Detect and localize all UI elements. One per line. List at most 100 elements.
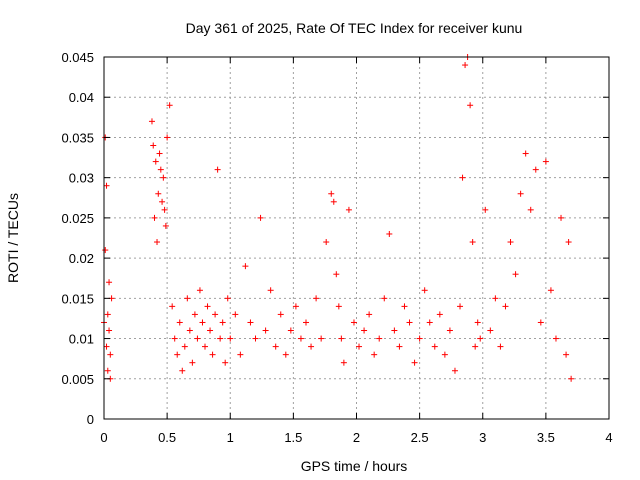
x-tick-label: 2 [353, 430, 360, 445]
data-point [277, 311, 284, 318]
data-point [558, 214, 565, 221]
data-point [391, 327, 398, 334]
data-point [199, 319, 206, 326]
data-point [330, 198, 337, 205]
data-point [267, 287, 274, 294]
data-point [416, 335, 423, 342]
data-point [292, 303, 299, 310]
data-point [214, 166, 221, 173]
data-point [459, 174, 466, 181]
data-point [406, 319, 413, 326]
data-point [308, 343, 315, 350]
y-tick-label: 0.045 [61, 50, 94, 65]
data-point [340, 359, 347, 366]
y-tick-label: 0.04 [69, 90, 94, 105]
data-point [169, 303, 176, 310]
data-point [472, 343, 479, 350]
data-point [426, 319, 433, 326]
data-point [181, 343, 188, 350]
y-tick-label: 0.01 [69, 332, 94, 347]
data-point [436, 311, 443, 318]
data-point [150, 142, 157, 149]
data-point [106, 327, 113, 334]
data-point [547, 287, 554, 294]
data-point [162, 222, 169, 229]
data-point [451, 367, 458, 374]
data-point [381, 295, 388, 302]
data-point [212, 311, 219, 318]
data-point [174, 351, 181, 358]
data-point [184, 295, 191, 302]
data-point [469, 239, 476, 246]
y-tick-label: 0.03 [69, 171, 94, 186]
y-tick-label: 0.005 [61, 372, 94, 387]
x-tick-label: 1.5 [284, 430, 302, 445]
data-point [542, 158, 549, 165]
data-point [202, 343, 208, 350]
data-point [151, 214, 158, 221]
data-point [154, 239, 161, 246]
data-point [152, 158, 159, 165]
data-point [157, 166, 164, 173]
data-point [107, 351, 114, 358]
data-point [148, 118, 155, 125]
data-point [186, 327, 193, 334]
data-point [257, 214, 264, 221]
data-point [103, 343, 110, 350]
data-point [565, 239, 572, 246]
data-point [517, 190, 524, 197]
data-point [242, 263, 249, 270]
data-point [209, 351, 216, 358]
data-point [328, 190, 335, 197]
data-point [338, 335, 345, 342]
x-axis-label: GPS time / hours [301, 458, 408, 474]
data-point [492, 295, 499, 302]
y-tick-label: 0.015 [61, 291, 94, 306]
data-point [176, 319, 183, 326]
data-point [537, 319, 544, 326]
data-point [318, 335, 325, 342]
data-point [204, 303, 211, 310]
data-point [161, 206, 168, 213]
data-point [282, 351, 289, 358]
data-point [262, 327, 269, 334]
data-point [287, 327, 294, 334]
data-point [431, 343, 438, 350]
data-point [156, 150, 163, 157]
data-point [350, 319, 357, 326]
data-point [224, 295, 231, 302]
data-point [411, 359, 418, 366]
data-point [401, 303, 408, 310]
data-point [247, 319, 254, 326]
data-point [462, 62, 469, 69]
data-point [361, 327, 368, 334]
data-point [552, 335, 559, 342]
data-point [507, 239, 514, 246]
data-point [386, 230, 393, 237]
data-point [166, 102, 173, 109]
y-tick-label: 0 [87, 412, 94, 427]
x-tick-label: 0.5 [158, 430, 176, 445]
data-point [335, 303, 342, 310]
x-tick-label: 3 [479, 430, 486, 445]
data-point [333, 271, 340, 278]
data-point [227, 335, 234, 342]
data-point [252, 335, 259, 342]
y-tick-label: 0.02 [69, 251, 94, 266]
data-point [222, 359, 229, 366]
data-point [179, 367, 186, 374]
data-point [272, 343, 279, 350]
data-point [313, 295, 320, 302]
data-point [323, 239, 330, 246]
data-point [457, 303, 464, 310]
x-tick-label: 0 [100, 430, 107, 445]
data-point [104, 367, 111, 374]
data-point [446, 327, 453, 334]
x-tick-label: 3.5 [537, 430, 555, 445]
data-point [371, 351, 378, 358]
data-point [421, 287, 428, 294]
data-point [191, 311, 198, 318]
data-point [474, 319, 481, 326]
data-point [155, 190, 162, 197]
